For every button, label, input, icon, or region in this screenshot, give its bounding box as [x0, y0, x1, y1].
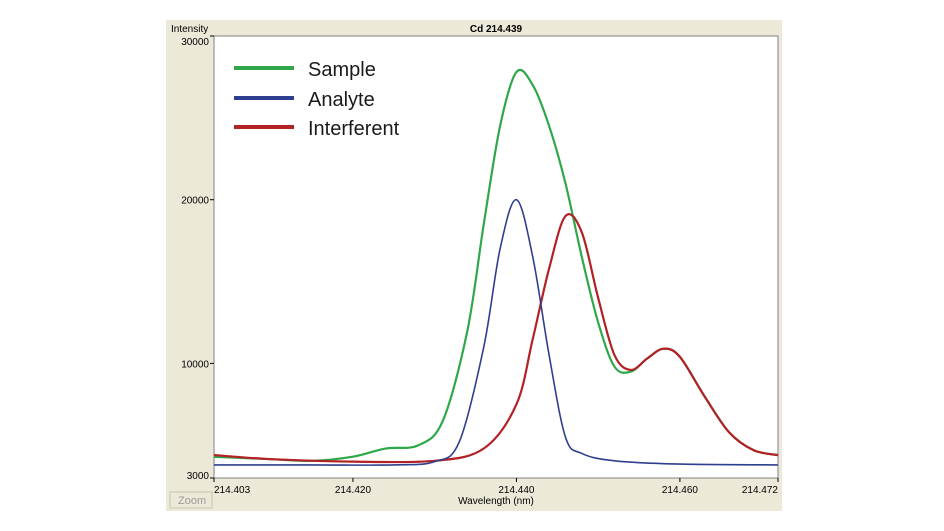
zoom-label: Zoom	[178, 495, 206, 507]
legend-label-sample: Sample	[308, 59, 376, 81]
x-tick-label: 214.420	[335, 485, 372, 496]
chart-window: Intensity Cd 214.439 3000 10000 20000 30000…	[166, 20, 782, 511]
legend: Sample Analyte Interferent	[234, 59, 400, 140]
x-tick-label: 214.460	[662, 485, 699, 496]
x-axis-label: Wavelength (nm)	[458, 496, 534, 507]
x-tick-label: 214.403	[214, 485, 251, 496]
x-tick-label: 214.472	[742, 485, 779, 496]
chart-title: Cd 214.439	[470, 24, 523, 35]
zoom-button[interactable]: Zoom	[169, 491, 213, 509]
series-lines	[213, 68, 779, 466]
y-tick-label: 20000	[181, 196, 209, 207]
y-axis-label: Intensity	[171, 24, 208, 35]
x-tick-label: 214.440	[498, 485, 535, 496]
series-line-interferent	[213, 213, 779, 464]
y-tick-label: 3000	[187, 471, 210, 482]
chart-header-bar	[166, 20, 782, 36]
spectrum-chart: Intensity Cd 214.439 3000 10000 20000 30000…	[166, 20, 782, 509]
series-line-analyte	[213, 198, 779, 466]
legend-label-interferent: Interferent	[308, 118, 400, 140]
axis-ticks: 3000 10000 20000 30000 214.403 214.420 214.440…	[181, 35, 779, 496]
plot-area	[213, 35, 779, 479]
y-tick-label: 30000	[181, 37, 209, 48]
y-tick-label: 10000	[181, 359, 209, 370]
legend-label-analyte: Analyte	[308, 89, 375, 111]
